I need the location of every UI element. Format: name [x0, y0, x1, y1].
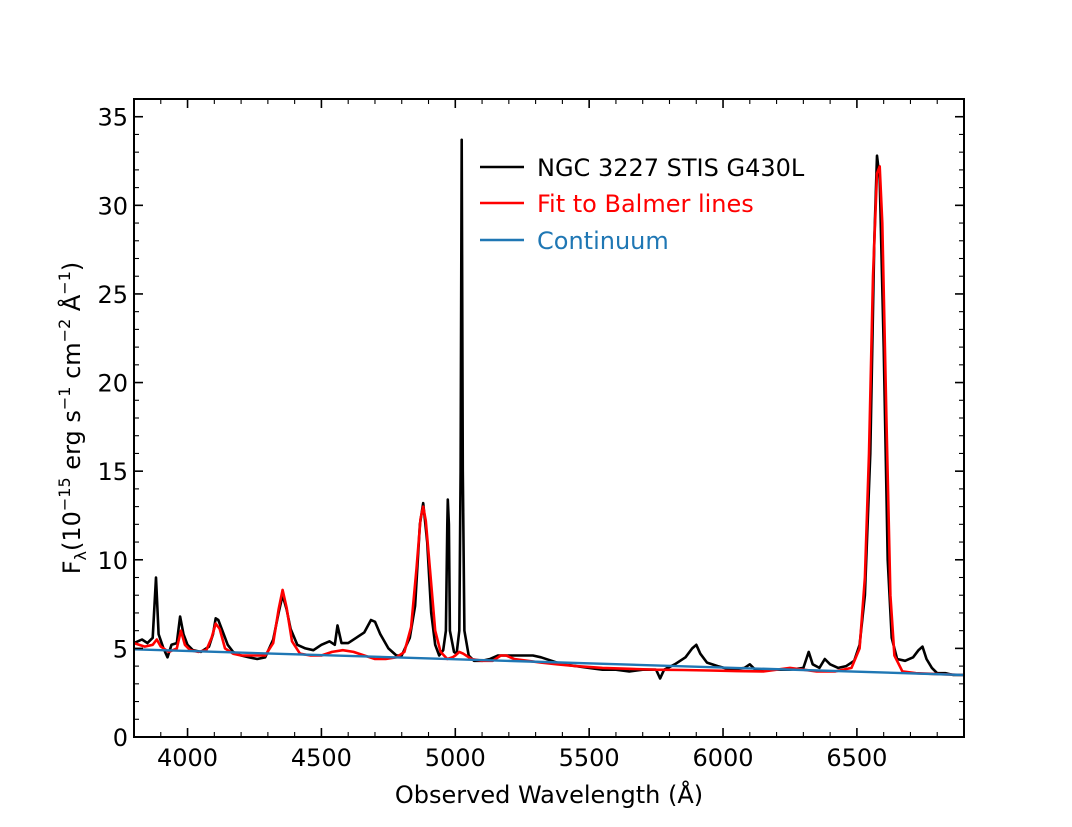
- legend-entry-fit: Fit to Balmer lines: [480, 190, 754, 218]
- y-tick-label: 5: [113, 635, 128, 663]
- x-tick-label: 5000: [425, 744, 486, 772]
- legend-label-fit: Fit to Balmer lines: [537, 190, 754, 218]
- legend-label-spectrum: NGC 3227 STIS G430L: [537, 154, 805, 182]
- y-tick-label: 15: [97, 458, 128, 486]
- y-tick-label: 20: [97, 370, 128, 398]
- x-tick-label: 6500: [826, 744, 887, 772]
- x-tick-label: 4500: [291, 744, 352, 772]
- y-tick-label: 30: [97, 192, 128, 220]
- legend-label-continuum: Continuum: [537, 227, 669, 255]
- legend-entry-continuum: Continuum: [480, 227, 669, 255]
- x-tick-label: 6000: [692, 744, 753, 772]
- x-tick-label: 4000: [157, 744, 218, 772]
- x-axis-label: Observed Wavelength (Å): [395, 780, 703, 809]
- y-axis-label: Fλ(10−15 erg s−1 cm−2 Å−1): [55, 262, 90, 575]
- y-tick-label: 10: [97, 547, 128, 575]
- series-layer: [134, 138, 964, 680]
- y-tick-label: 25: [97, 281, 128, 309]
- plot-area: [134, 138, 964, 680]
- series-line-fit: [134, 165, 964, 677]
- legend: NGC 3227 STIS G430L Fit to Balmer lines …: [480, 154, 805, 255]
- y-tick-label: 0: [113, 724, 128, 752]
- y-tick-label: 35: [97, 104, 128, 132]
- legend-entry-spectrum: NGC 3227 STIS G430L: [480, 154, 805, 182]
- plot-frame: [133, 98, 965, 738]
- x-tick-label: 5500: [559, 744, 620, 772]
- series-line-continuum: [134, 648, 964, 677]
- series-line-spectrum: [134, 138, 964, 680]
